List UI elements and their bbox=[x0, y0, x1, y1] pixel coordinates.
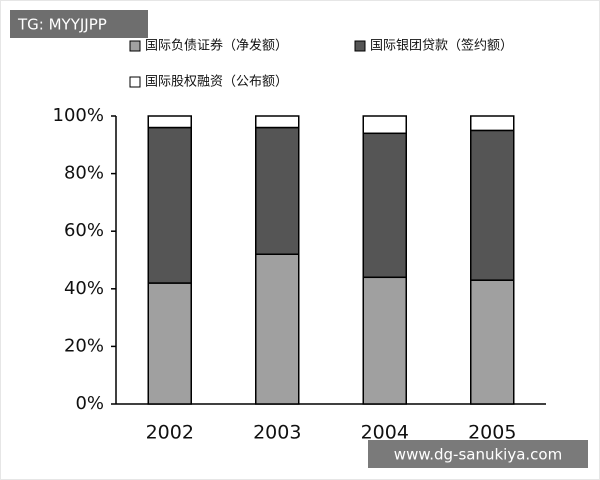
bar-segment bbox=[470, 129, 515, 281]
bar-segment bbox=[255, 115, 300, 129]
watermark: TG: MYYJJPP bbox=[17, 16, 107, 34]
bar-segment bbox=[147, 115, 192, 129]
y-tick-label: 80% bbox=[64, 163, 104, 184]
legend-swatch bbox=[354, 40, 366, 52]
legend-swatch bbox=[129, 76, 141, 88]
bar-segment bbox=[255, 126, 300, 255]
legend-label: 国际股权融资（公布额） bbox=[145, 74, 288, 90]
legend-swatch bbox=[129, 40, 141, 52]
y-tick-label: 20% bbox=[64, 335, 104, 356]
x-tick-label: 2004 bbox=[361, 422, 409, 444]
y-tick-label: 60% bbox=[64, 220, 104, 241]
legend-label: 国际银团贷款（签约额） bbox=[370, 38, 513, 54]
bar-segment bbox=[470, 279, 515, 405]
legend-label: 国际负债证券（净发额） bbox=[145, 38, 288, 54]
x-tick-label: 2005 bbox=[468, 422, 516, 444]
bar-segment bbox=[147, 282, 192, 405]
x-tick-label: 2003 bbox=[253, 422, 301, 444]
bar-segment bbox=[362, 132, 407, 279]
y-tick-label: 0% bbox=[75, 393, 104, 414]
x-tick-label: 2002 bbox=[146, 422, 194, 444]
watermark-box bbox=[368, 440, 588, 468]
y-tick-label: 40% bbox=[64, 278, 104, 299]
watermark-box bbox=[10, 10, 148, 38]
watermark: www.dg-sanukiya.com bbox=[394, 446, 562, 464]
bar-segment bbox=[362, 115, 407, 135]
bar-segment bbox=[362, 276, 407, 405]
bar-segment bbox=[470, 115, 515, 132]
bar-segment bbox=[147, 126, 192, 284]
y-tick-label: 100% bbox=[53, 105, 104, 126]
bar-segment bbox=[255, 253, 300, 405]
